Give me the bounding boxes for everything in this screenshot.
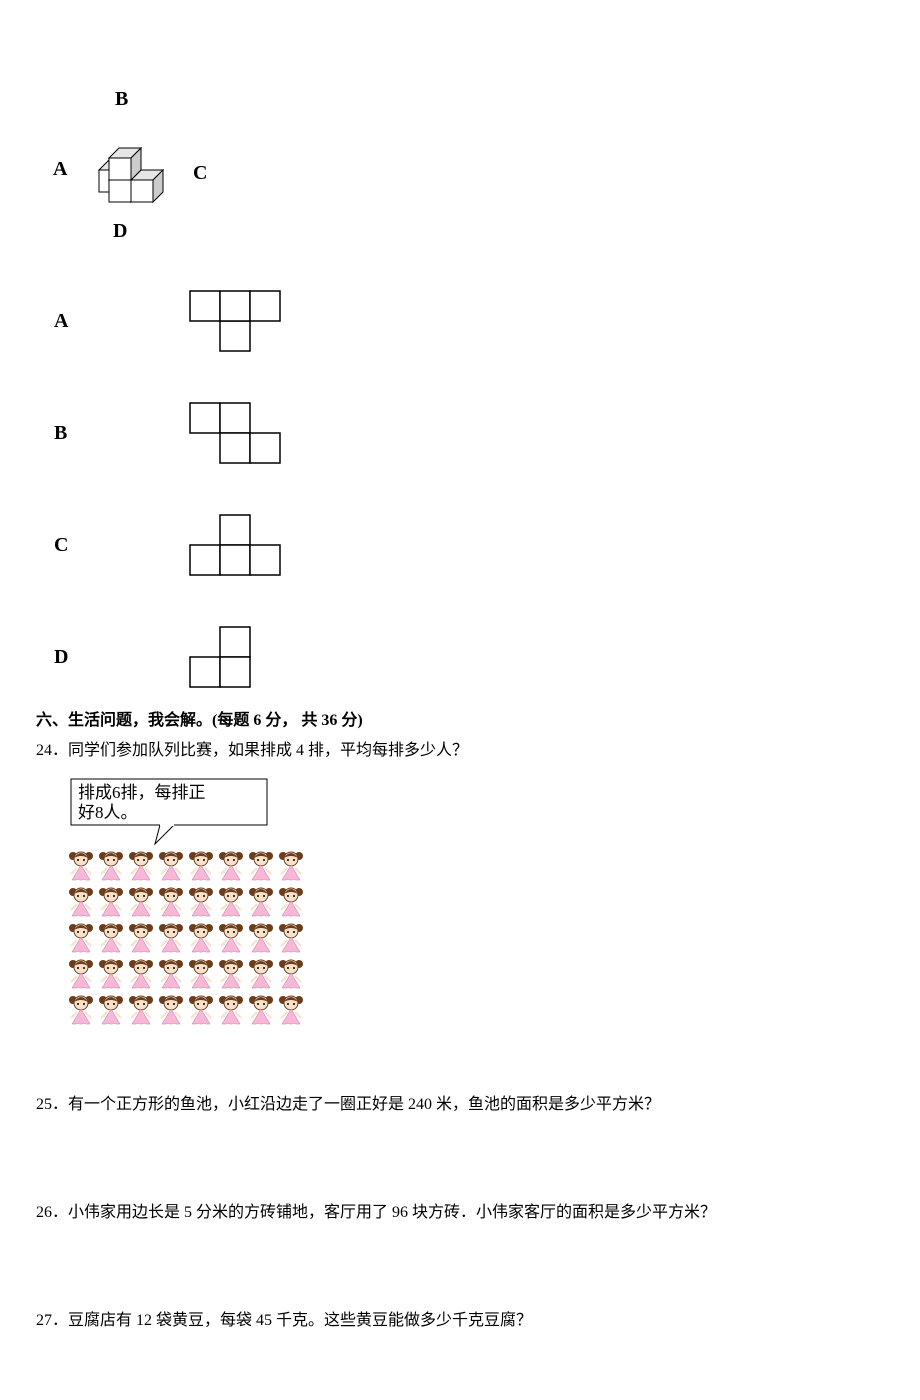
cube-label-c: C [193, 162, 207, 185]
option-row-b: B [54, 402, 880, 464]
cube-label-b: B [115, 88, 128, 111]
option-label-a: A [54, 310, 74, 333]
option-shape-a [189, 290, 281, 352]
option-shape-c [189, 514, 281, 576]
speech-svg: 排成6排，每排正 好8人。 [70, 778, 300, 848]
option-row-c: C [54, 514, 880, 576]
question-26: 26．小伟家用边长是 5 分米的方砖铺地，客厅用了 96 块方砖．小伟家客厅的面… [36, 1198, 880, 1222]
option-row-a: A [54, 290, 880, 352]
people-grid [66, 848, 880, 1032]
question-24: 24．同学们参加队列比赛，如果排成 4 排，平均每排多少人？ [36, 736, 880, 760]
option-row-d: D [54, 626, 880, 688]
cube-figure-area: B A C D [45, 90, 245, 260]
option-label-b: B [54, 422, 74, 445]
option-label-d: D [54, 646, 74, 669]
section-6-title: 六、生活问题，我会解。(每题 6 分， 共 36 分) [36, 706, 880, 730]
speech-bubble: 排成6排，每排正 好8人。 [70, 778, 880, 848]
question-25: 25．有一个正方形的鱼池，小红沿边走了一圈正好是 240 米，鱼池的面积是多少平… [36, 1090, 880, 1114]
option-label-c: C [54, 534, 74, 557]
cube-svg [85, 130, 195, 210]
cube-label-a: A [53, 158, 67, 181]
option-shape-b [189, 402, 281, 464]
page: B A C D [0, 0, 920, 1400]
question-27: 27．豆腐店有 12 袋黄豆，每袋 45 千克。这些黄豆能做多少千克豆腐？ [36, 1306, 880, 1330]
option-shape-d [189, 626, 251, 688]
speech-line-1: 排成6排，每排正 [78, 783, 206, 802]
people-svg [66, 848, 310, 1032]
speech-line-2: 好8人。 [78, 803, 138, 822]
cube-label-d: D [113, 220, 127, 243]
options-container: A B C D [40, 290, 880, 688]
